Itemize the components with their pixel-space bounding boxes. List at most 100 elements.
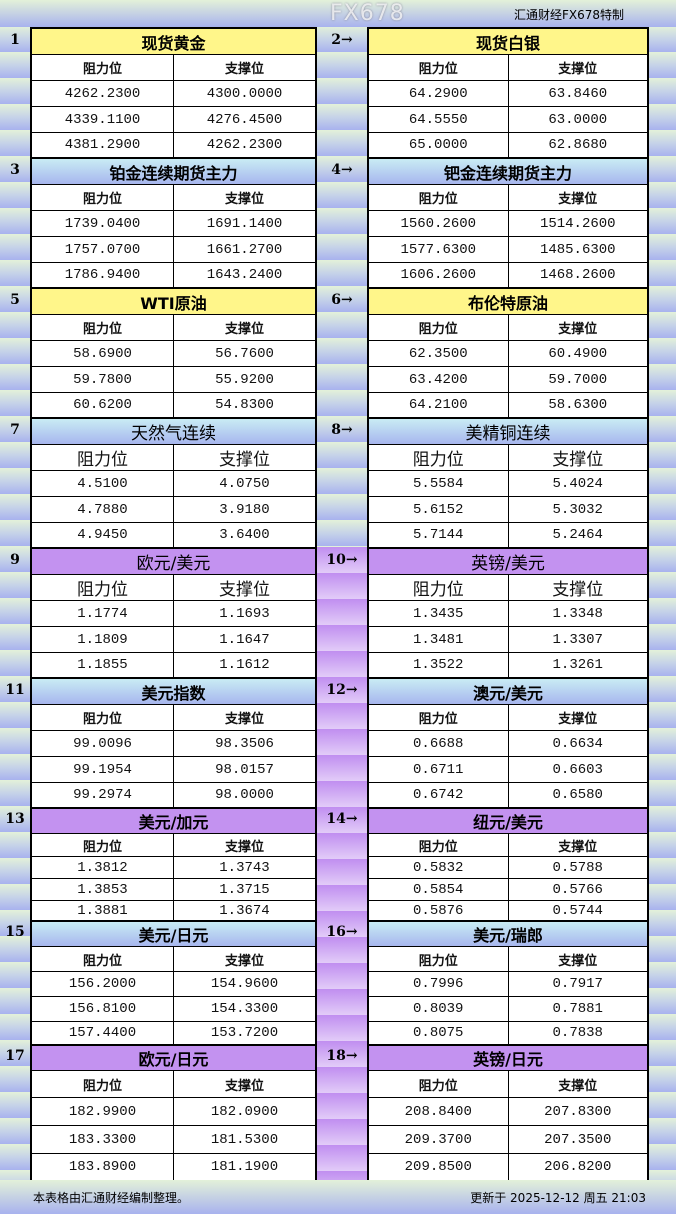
column-header-row: 阻力位 支撑位 — [32, 55, 315, 81]
table-row: 64.2900 63.8460 — [369, 81, 647, 107]
table-row: 4.5100 4.0750 — [32, 471, 315, 497]
table-row: 99.2974 98.0000 — [32, 783, 315, 809]
resistance-value: 0.5876 — [369, 901, 509, 920]
resistance-value: 182.9900 — [32, 1098, 174, 1125]
resistance-value: 208.8400 — [369, 1098, 509, 1125]
table-row: 62.3500 60.4900 — [369, 341, 647, 367]
table-row: 1.3481 1.3307 — [369, 627, 647, 653]
resistance-header: 阻力位 — [32, 834, 174, 856]
table-row: 0.8075 0.7838 — [369, 1022, 647, 1046]
resistance-value: 1757.0700 — [32, 237, 174, 262]
support-value: 1.1647 — [219, 631, 270, 648]
table-row: 1739.0400 1691.1400 — [32, 211, 315, 237]
resistance-value: 0.8075 — [369, 1022, 509, 1044]
section-number: 11 — [5, 682, 25, 698]
support-value: 154.9600 — [210, 976, 279, 992]
quote-table: 钯金连续期货主力 阻力位 支撑位 1560.2600 1514.2600 1577.630… — [367, 157, 649, 289]
table-row: 1.1774 1.1693 — [32, 601, 315, 627]
resistance-value: 99.1954 — [32, 757, 174, 782]
instrument-title: 英镑/美元 — [369, 549, 647, 575]
support-value: 58.6300 — [548, 397, 608, 413]
instrument-title: 现货白银 — [369, 29, 647, 55]
section-number: 6→ — [331, 292, 353, 308]
resistance-header: 阻力位 — [32, 55, 174, 80]
table-row: 58.6900 56.7600 — [32, 341, 315, 367]
support-value: 98.3506 — [215, 735, 274, 752]
resistance-value: 62.3500 — [369, 341, 509, 366]
table-row: 0.6688 0.6634 — [369, 731, 647, 757]
table-row: 5.6152 5.3032 — [369, 497, 647, 523]
brand-label: 汇通财经FX678特制 — [513, 8, 624, 22]
quote-table: 澳元/美元 阻力位 支撑位 0.6688 0.6634 0.6711 0.6603 0.674… — [367, 677, 649, 809]
resistance-header: 阻力位 — [32, 185, 174, 210]
resistance-header: 阻力位 — [32, 1071, 174, 1097]
table-row: 99.0096 98.3506 — [32, 731, 315, 757]
instrument-title: 天然气连续 — [32, 419, 315, 445]
support-header: 支撑位 — [558, 192, 598, 207]
quote-table: 欧元/美元 阻力位 支撑位 1.1774 1.1693 1.1809 1.1647 1.185… — [30, 547, 317, 679]
support-value: 55.9200 — [215, 371, 274, 388]
instrument-title: 澳元/美元 — [369, 679, 647, 705]
instrument-title: 英镑/日元 — [369, 1046, 647, 1071]
table-row: 183.8900 181.1900 — [32, 1154, 315, 1182]
support-value: 1.1693 — [219, 605, 270, 622]
resistance-value: 1.1774 — [32, 601, 174, 626]
support-header: 支撑位 — [224, 322, 264, 337]
table-row: 0.6711 0.6603 — [369, 757, 647, 783]
support-value: 4.0750 — [219, 475, 270, 492]
resistance-value: 156.2000 — [32, 972, 174, 996]
resistance-value: 1.3853 — [32, 879, 174, 900]
support-value: 60.4900 — [548, 345, 608, 362]
resistance-value: 1.3481 — [369, 627, 509, 652]
support-value: 1661.2700 — [206, 241, 283, 258]
instrument-title: 美精铜连续 — [369, 419, 647, 445]
support-value: 182.0900 — [210, 1103, 279, 1120]
support-header: 支撑位 — [558, 1078, 598, 1094]
column-header-row: 阻力位 支撑位 — [369, 947, 647, 972]
resistance-header: 阻力位 — [32, 575, 174, 600]
table-row: 1786.9400 1643.2400 — [32, 263, 315, 289]
support-value: 207.3500 — [544, 1131, 612, 1148]
resistance-value: 99.0096 — [32, 731, 174, 756]
resistance-header: 阻力位 — [32, 315, 174, 340]
support-value: 181.5300 — [210, 1131, 279, 1148]
section-number: 18→ — [326, 1048, 358, 1064]
quote-table: WTI原油 阻力位 支撑位 58.6900 56.7600 59.7800 55.9200 6… — [30, 287, 317, 419]
instrument-title: 纽元/美元 — [369, 809, 647, 834]
support-header: 支撑位 — [219, 580, 270, 600]
support-value: 0.6580 — [552, 787, 603, 803]
support-value: 63.0000 — [548, 111, 608, 128]
column-header-row: 阻力位 支撑位 — [32, 834, 315, 857]
support-value: 5.2464 — [552, 527, 603, 543]
resistance-value: 1786.9400 — [32, 263, 174, 287]
support-value: 98.0157 — [215, 761, 274, 778]
resistance-value: 4262.2300 — [32, 81, 174, 106]
table-row: 0.5832 0.5788 — [369, 857, 647, 879]
section-number: 7 — [10, 422, 20, 438]
table-row: 0.6742 0.6580 — [369, 783, 647, 809]
support-value: 1.3261 — [552, 657, 603, 673]
instrument-title: 美元/日元 — [32, 922, 315, 947]
support-value: 4262.2300 — [206, 137, 283, 153]
resistance-value: 1.1809 — [32, 627, 174, 652]
quote-table: 纽元/美元 阻力位 支撑位 0.5832 0.5788 0.5854 0.5766 0.587… — [367, 807, 649, 922]
section-number: 8→ — [331, 422, 353, 438]
resistance-value: 1560.2600 — [369, 211, 509, 236]
resistance-value: 60.6200 — [32, 393, 174, 417]
support-value: 1.3348 — [552, 605, 603, 622]
resistance-value: 1.3435 — [369, 601, 509, 626]
quote-table: 现货黄金 阻力位 支撑位 4262.2300 4300.0000 4339.1100 427… — [30, 27, 317, 159]
resistance-value: 1.3522 — [369, 653, 509, 677]
support-value: 181.1900 — [210, 1159, 279, 1175]
table-row: 183.3300 181.5300 — [32, 1126, 315, 1154]
support-value: 4300.0000 — [206, 85, 283, 102]
instrument-title: 钯金连续期货主力 — [369, 159, 647, 185]
support-value: 0.7917 — [552, 976, 603, 992]
table-row: 1.3435 1.3348 — [369, 601, 647, 627]
table-row: 208.8400 207.8300 — [369, 1098, 647, 1126]
resistance-value: 4339.1100 — [32, 107, 174, 132]
instrument-title: 美元指数 — [32, 679, 315, 705]
table-row: 1757.0700 1661.2700 — [32, 237, 315, 263]
support-value: 62.8680 — [548, 137, 608, 153]
column-header-row: 阻力位 支撑位 — [369, 1071, 647, 1098]
